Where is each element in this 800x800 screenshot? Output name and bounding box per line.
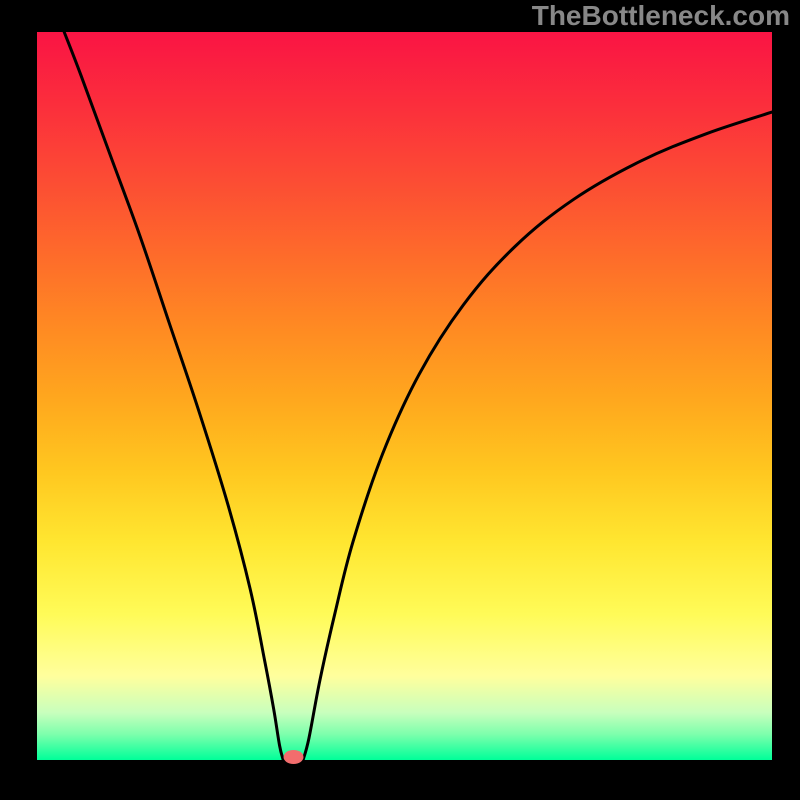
- bottleneck-chart: [0, 0, 800, 800]
- watermark-text: TheBottleneck.com: [532, 0, 790, 32]
- minimum-marker: [284, 750, 304, 764]
- chart-background-gradient: [37, 32, 772, 760]
- chart-container: TheBottleneck.com: [0, 0, 800, 800]
